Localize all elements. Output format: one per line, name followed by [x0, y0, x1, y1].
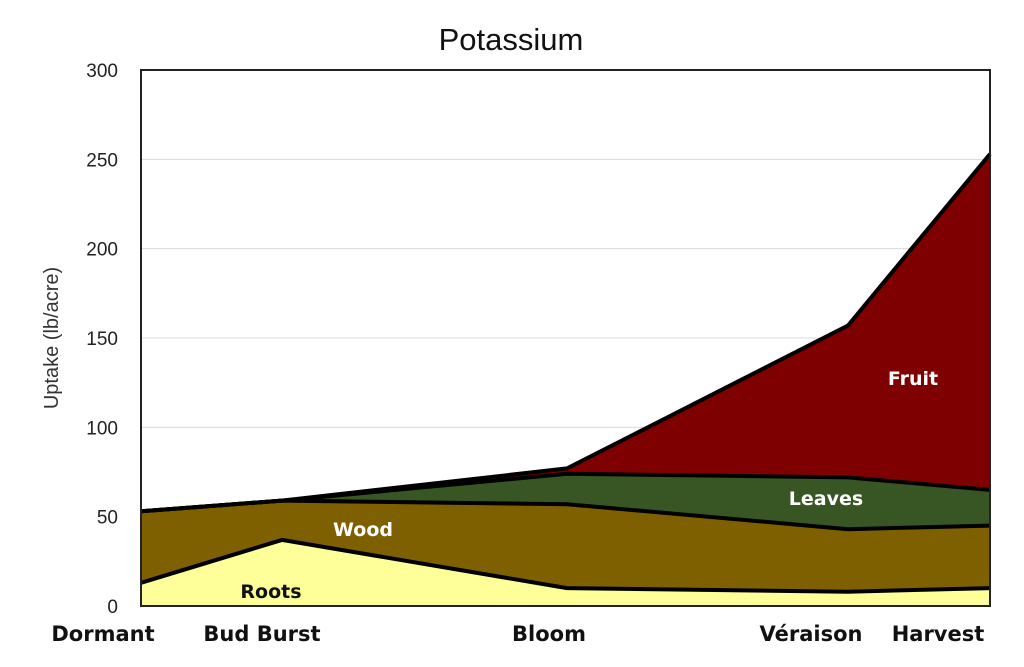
y-tick-label: 0: [107, 597, 118, 618]
area-roots: [141, 539, 990, 606]
series-label-leaves: Leaves: [789, 488, 863, 510]
series-labels: Roots Wood Leaves Fruit: [240, 368, 938, 603]
x-category-label: Bloom: [512, 622, 586, 646]
x-axis-categories: Dormant Bud Burst Bloom Véraison Harvest: [51, 622, 984, 646]
x-category-label: Bud Burst: [203, 622, 320, 646]
x-category-label: Dormant: [51, 622, 154, 646]
y-tick-label: 150: [86, 329, 118, 350]
stacked-areas: [140, 152, 992, 606]
area-fruit: [141, 154, 990, 512]
y-axis-label: Uptake (lb/acre): [41, 267, 63, 409]
area-leaves: [141, 473, 990, 530]
y-tick-label: 50: [97, 508, 118, 529]
area-outline-fruit: [140, 152, 992, 514]
y-axis-ticks: 0 50 100 150 200 250 300: [86, 61, 118, 618]
x-category-label: Véraison: [760, 622, 863, 646]
series-label-wood: Wood: [333, 519, 393, 541]
series-label-roots: Roots: [240, 581, 301, 603]
area-outline-roots: [140, 537, 991, 594]
y-tick-label: 250: [86, 150, 118, 171]
y-tick-label: 300: [86, 61, 118, 82]
x-category-label: Harvest: [892, 622, 985, 646]
chart-title: Potassium: [439, 22, 584, 57]
y-tick-label: 200: [86, 240, 118, 261]
plot-frame: [140, 69, 991, 607]
y-tick-label: 100: [86, 418, 118, 439]
series-label-fruit: Fruit: [888, 368, 938, 390]
